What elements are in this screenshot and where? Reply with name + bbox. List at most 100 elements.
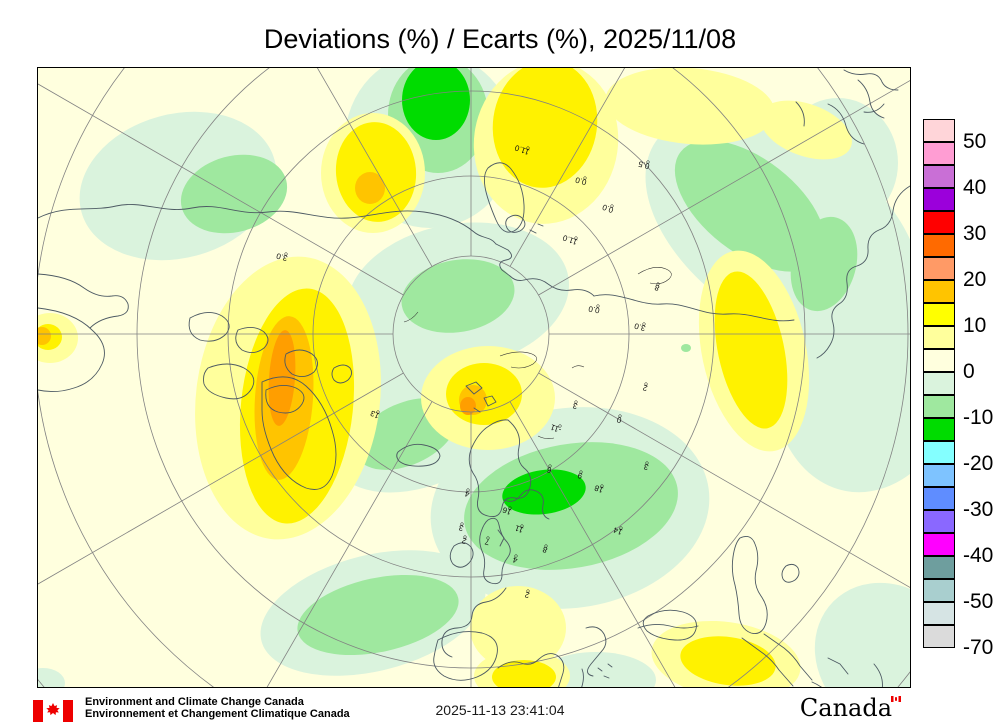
- colorbar-cell: [923, 142, 955, 165]
- contour-label: 0.0: [587, 304, 600, 315]
- agency-name: Environment and Climate Change Canada En…: [85, 696, 350, 720]
- station-marker: [463, 535, 467, 539]
- station-marker: [460, 522, 464, 526]
- contour-label: 2: [641, 383, 648, 393]
- region-med-green: [297, 574, 459, 656]
- meridian-line: [266, 401, 433, 687]
- meridian-line: [38, 83, 404, 296]
- colorbar-cell: [923, 211, 955, 234]
- contour-label: 3.0: [275, 251, 289, 263]
- coastline: [795, 79, 885, 145]
- contour-label: 18: [593, 483, 605, 495]
- coastline: [433, 631, 498, 681]
- station-marker: [600, 484, 604, 488]
- contour-line: [537, 435, 555, 439]
- coastline: [505, 214, 544, 234]
- coastline: [479, 517, 511, 585]
- coastline: [284, 349, 318, 377]
- coastline: [483, 162, 525, 233]
- coastline: [449, 542, 474, 568]
- station-marker: [526, 589, 530, 593]
- region-gold: [38, 327, 51, 345]
- contour-label: 8: [541, 544, 549, 554]
- station-marker: [526, 146, 530, 150]
- coastline: [585, 626, 607, 677]
- contour-label: 6: [545, 465, 552, 475]
- contour-label: 8: [653, 282, 661, 292]
- colorbar-cell: [923, 395, 955, 418]
- station-marker: [579, 470, 583, 474]
- contour-label: 0.0: [601, 202, 615, 214]
- contour-label: 0.5: [637, 159, 651, 171]
- colorbar-cell: [923, 510, 955, 533]
- coastline: [843, 69, 899, 113]
- contour-label: 3: [457, 523, 464, 533]
- colorbar-cell: [923, 625, 955, 648]
- station-marker: [656, 282, 660, 286]
- station-marker: [376, 410, 380, 414]
- colorbar-label: 30: [963, 222, 987, 245]
- colorbar-cell: [923, 579, 955, 602]
- coastline: [235, 327, 269, 353]
- colorbar-cell: [923, 165, 955, 188]
- coastline: [503, 489, 550, 520]
- colorbar-cell: [923, 188, 955, 211]
- coastline: [495, 243, 525, 281]
- region-yellow: [492, 660, 556, 687]
- station-marker: [619, 526, 623, 530]
- contour-label: 3: [642, 462, 649, 472]
- coastline: [468, 419, 532, 518]
- contour-label: 16: [501, 505, 513, 517]
- colorbar-label: 20: [963, 268, 987, 291]
- coastline: [188, 312, 230, 342]
- station-marker: [596, 304, 600, 308]
- coastline: [781, 563, 800, 583]
- contour-label: -11: [549, 422, 563, 434]
- colorbar-label: -10: [963, 406, 994, 429]
- region-med-green: [401, 259, 515, 333]
- colorbar-cell: [923, 303, 955, 326]
- colorbar-label: -20: [963, 452, 994, 475]
- station-marker: [583, 176, 587, 180]
- coastline: [497, 653, 584, 687]
- station-marker: [645, 461, 649, 465]
- region-med-green: [180, 154, 288, 234]
- meridian-line: [38, 372, 404, 585]
- contour-label: 0: [615, 415, 622, 425]
- contour-label: 14: [612, 525, 624, 537]
- coastline: [38, 273, 129, 329]
- contour-line: [499, 351, 538, 369]
- coastline: [523, 278, 595, 297]
- station-marker: [514, 554, 518, 558]
- colorbar-label: -70: [963, 636, 994, 659]
- colorbar-cell: [923, 280, 955, 303]
- region-pale-yellow: [605, 68, 775, 145]
- coastline: [816, 185, 910, 359]
- station-marker: [574, 236, 578, 240]
- coastline: [827, 657, 849, 675]
- station-marker: [610, 204, 614, 208]
- region-orange: [460, 397, 476, 415]
- station-marker: [574, 400, 578, 404]
- colorbar-cell: [923, 556, 955, 579]
- region-pale-green: [38, 668, 65, 687]
- contour-line: [637, 267, 672, 285]
- map-canvas: 11.00.50.00.011.080.03.03.020133-1146161…: [38, 68, 910, 687]
- contour-line: [571, 365, 585, 369]
- contour-label: 4: [511, 555, 518, 565]
- region-yellow: [680, 636, 776, 686]
- colorbar-cell: [923, 441, 955, 464]
- coastline: [203, 363, 255, 400]
- meridian-line: [316, 68, 433, 267]
- wordmark-flag-icon: [891, 696, 901, 702]
- region-yellow: [335, 122, 417, 222]
- canada-flag-icon: [33, 700, 73, 722]
- contour-label: 13: [368, 408, 380, 420]
- colorbar-label: -40: [963, 544, 994, 567]
- region-med-green: [681, 344, 691, 352]
- station-marker: [544, 544, 548, 548]
- contour-label: 2: [523, 590, 530, 600]
- agency-name-fr: Environnement et Changement Climatique C…: [85, 707, 350, 720]
- colorbar-cell: [923, 372, 955, 395]
- contour-label: 3.0: [633, 321, 647, 333]
